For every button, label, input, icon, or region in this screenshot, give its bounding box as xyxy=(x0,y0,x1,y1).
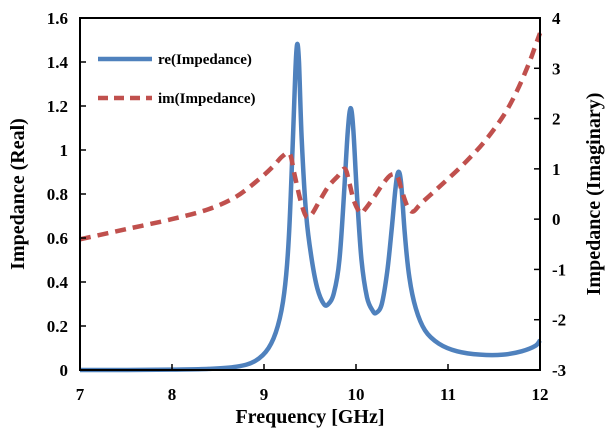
re-impedance-series-line xyxy=(79,41,542,373)
y-left-tick-label: 0.4 xyxy=(47,273,69,292)
x-tick-label: 7 xyxy=(76,385,85,404)
y-right-tick-label: 3 xyxy=(552,59,561,78)
x-tick-label: 8 xyxy=(168,385,177,404)
legend: re(Impedance) im(Impedance) xyxy=(98,52,256,107)
x-tick-label: 9 xyxy=(260,385,269,404)
y-right-tick-label: 2 xyxy=(552,110,561,129)
y-right-axis-title: Impedance (Imaginary) xyxy=(583,93,605,296)
plot-frame xyxy=(79,17,541,371)
x-axis-title: Frequency [GHz] xyxy=(235,406,384,428)
y-left-tick-label: 0.6 xyxy=(47,229,68,248)
y-left-tick-label: 1.4 xyxy=(47,53,69,72)
y-right-tick-label: 4 xyxy=(552,9,561,28)
y-left-axis-title: Impedance (Real) xyxy=(7,118,29,270)
series-layer xyxy=(79,32,543,373)
im-impedance-series-line xyxy=(79,32,543,242)
ticks-layer: 7 8 9 10 11 1200.20.40.60.811.21.41.6-3-2-101… xyxy=(47,9,566,404)
legend-label-re: re(Impedance) xyxy=(158,52,252,68)
x-tick-label: 12 xyxy=(532,385,549,404)
y-left-tick-label: 0.2 xyxy=(47,317,68,336)
legend-label-im: im(Impedance) xyxy=(158,91,256,107)
y-left-tick-label: 1 xyxy=(60,141,69,160)
y-right-tick-label: 1 xyxy=(552,160,561,179)
x-tick-label: 11 xyxy=(440,385,456,404)
y-left-tick-label: 0.8 xyxy=(47,185,68,204)
y-right-tick-label: 0 xyxy=(552,210,561,229)
x-tick-label: 10 xyxy=(348,385,365,404)
y-right-tick-label: -1 xyxy=(552,260,566,279)
y-right-tick-label: -3 xyxy=(552,361,566,380)
y-right-tick-label: -2 xyxy=(552,311,566,330)
y-left-tick-label: 0 xyxy=(60,361,69,380)
y-left-tick-label: 1.6 xyxy=(47,9,68,28)
y-left-tick-label: 1.2 xyxy=(47,97,68,116)
